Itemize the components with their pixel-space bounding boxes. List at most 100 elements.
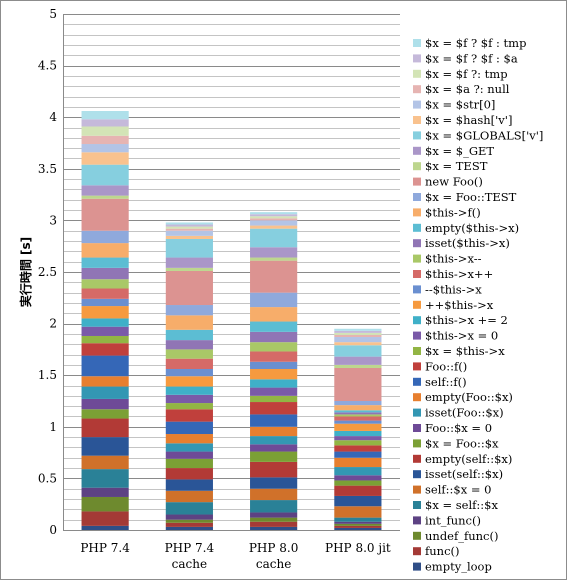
bar-segment bbox=[250, 218, 298, 221]
bar-segment bbox=[250, 387, 298, 396]
legend-swatch bbox=[413, 100, 421, 109]
bar-segment bbox=[165, 514, 213, 520]
bar-segment bbox=[250, 342, 298, 352]
bar-segment bbox=[81, 386, 129, 399]
bar-segment bbox=[250, 228, 298, 248]
bar-segment bbox=[250, 307, 298, 322]
legend-label: $x = $GLOBALS['v'] bbox=[425, 128, 543, 142]
legend-label: $x = $f ? $f : tmp bbox=[425, 36, 526, 50]
bar-segment bbox=[334, 523, 382, 526]
bar-segment bbox=[334, 423, 382, 431]
legend-swatch bbox=[413, 501, 421, 509]
bar-segment bbox=[334, 414, 382, 417]
legend: $x = $f ? $f : tmp$x = $f ? $f : $a $x = … bbox=[413, 36, 543, 574]
legend-swatch bbox=[413, 408, 421, 417]
bar-segment bbox=[165, 502, 213, 515]
legend-label: ++$this->x bbox=[425, 298, 494, 312]
legend-label: func() bbox=[425, 544, 459, 558]
legend-swatch bbox=[413, 85, 421, 94]
bar-segment bbox=[250, 212, 298, 215]
bar-segment bbox=[165, 222, 213, 225]
bar-segment bbox=[81, 376, 129, 387]
legend-label: isset($this->x) bbox=[425, 236, 510, 250]
legend-label: self::f() bbox=[425, 375, 467, 389]
legend-label: $x = $a ?: null bbox=[425, 82, 510, 96]
legend-label: empty(self::$x) bbox=[425, 452, 512, 466]
legend-label: empty_loop bbox=[425, 560, 492, 574]
legend-label: $this->f() bbox=[425, 205, 481, 219]
bar-segment bbox=[165, 394, 213, 404]
legend-swatch bbox=[413, 162, 421, 171]
bar-segment bbox=[250, 379, 298, 388]
bar-segment bbox=[334, 430, 382, 437]
bar-segment bbox=[81, 398, 129, 410]
legend-label: $x = $hash['v'] bbox=[425, 113, 512, 127]
bar-segment bbox=[81, 326, 129, 336]
bar-segment bbox=[81, 144, 129, 153]
y-tick-label: 4.5 bbox=[38, 59, 57, 73]
bar-segment bbox=[250, 214, 298, 217]
bar-segment bbox=[250, 526, 298, 530]
bar-segment bbox=[250, 488, 298, 501]
bar-segment bbox=[250, 225, 298, 229]
bar-segment bbox=[81, 496, 129, 512]
legend-label: self::$x = 0 bbox=[425, 483, 491, 497]
legend-label: $this->x++ bbox=[425, 267, 493, 281]
bar-segment bbox=[165, 522, 213, 527]
axes: 0 0.5 1 1.5 2 2.5 3 3.5 4 4.5 5 PHP 7.4 PHP 7.4 cache… bbox=[38, 7, 400, 571]
bar-segment bbox=[81, 525, 129, 530]
bar-segment bbox=[250, 260, 298, 293]
bar-segment bbox=[81, 306, 129, 319]
bar-segment bbox=[250, 361, 298, 370]
bar-segment bbox=[250, 414, 298, 427]
legend-label: new Foo() bbox=[425, 175, 483, 189]
bar-segment bbox=[334, 367, 382, 401]
bar-segment bbox=[334, 345, 382, 357]
bar-segment bbox=[81, 355, 129, 377]
bar-segment bbox=[334, 451, 382, 458]
bar-stack bbox=[165, 222, 213, 530]
bar-segment bbox=[165, 421, 213, 435]
legend-swatch bbox=[413, 562, 421, 571]
bar-segment bbox=[165, 369, 213, 377]
legend-swatch bbox=[413, 300, 421, 309]
legend-label: undef_func() bbox=[425, 529, 498, 543]
bar-segment bbox=[81, 185, 129, 196]
bar-segment bbox=[81, 243, 129, 258]
bar-segment bbox=[250, 402, 298, 415]
legend-label: $this->x-- bbox=[425, 252, 482, 266]
bar-segment bbox=[81, 164, 129, 186]
legend-label: $x = $this->x bbox=[425, 344, 505, 358]
y-tick-label: 1 bbox=[49, 420, 57, 434]
legend-swatch bbox=[413, 193, 421, 201]
bar-segment bbox=[334, 495, 382, 507]
legend-label: $x = TEST bbox=[425, 159, 488, 173]
bar-segment bbox=[334, 440, 382, 446]
legend-swatch bbox=[413, 146, 421, 155]
y-axis-label: 実行時間 [s] bbox=[18, 237, 33, 307]
legend-label: Foo::$x = 0 bbox=[425, 421, 492, 435]
bar-segment bbox=[334, 356, 382, 365]
bar-segment bbox=[81, 343, 129, 356]
legend-swatch bbox=[413, 208, 421, 217]
legend-label: int_func() bbox=[425, 513, 481, 527]
legend-swatch bbox=[413, 362, 421, 371]
bar-segment bbox=[81, 298, 129, 307]
y-tick-label: 5 bbox=[49, 7, 57, 21]
legend-label: $this->x += 2 bbox=[425, 313, 508, 327]
bar-segment bbox=[165, 270, 213, 306]
bar-segment bbox=[81, 288, 129, 299]
bar-segment bbox=[250, 292, 298, 308]
bar-segment bbox=[165, 224, 213, 227]
bar-segment bbox=[334, 328, 382, 331]
bar-segment bbox=[334, 525, 382, 528]
bar-segment bbox=[250, 220, 298, 226]
bar-segment bbox=[334, 527, 382, 530]
bar-segment bbox=[165, 235, 213, 239]
bar-segment bbox=[334, 420, 382, 424]
bar-segment bbox=[81, 418, 129, 438]
bar-segment bbox=[250, 477, 298, 489]
x-tick-label: PHP 7.4 bbox=[165, 541, 215, 555]
bar-segment bbox=[334, 457, 382, 468]
bar-segment bbox=[81, 455, 129, 470]
